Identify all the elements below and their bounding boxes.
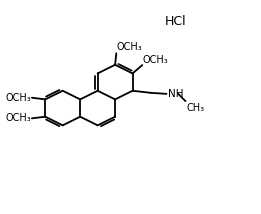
Text: OCH₃: OCH₃ [143, 55, 169, 65]
Text: NH: NH [168, 89, 183, 99]
Text: HCl: HCl [165, 15, 186, 28]
Text: OCH₃: OCH₃ [117, 42, 143, 52]
Text: OCH₃: OCH₃ [5, 113, 31, 123]
Text: CH₃: CH₃ [186, 103, 204, 113]
Text: OCH₃: OCH₃ [5, 93, 31, 103]
